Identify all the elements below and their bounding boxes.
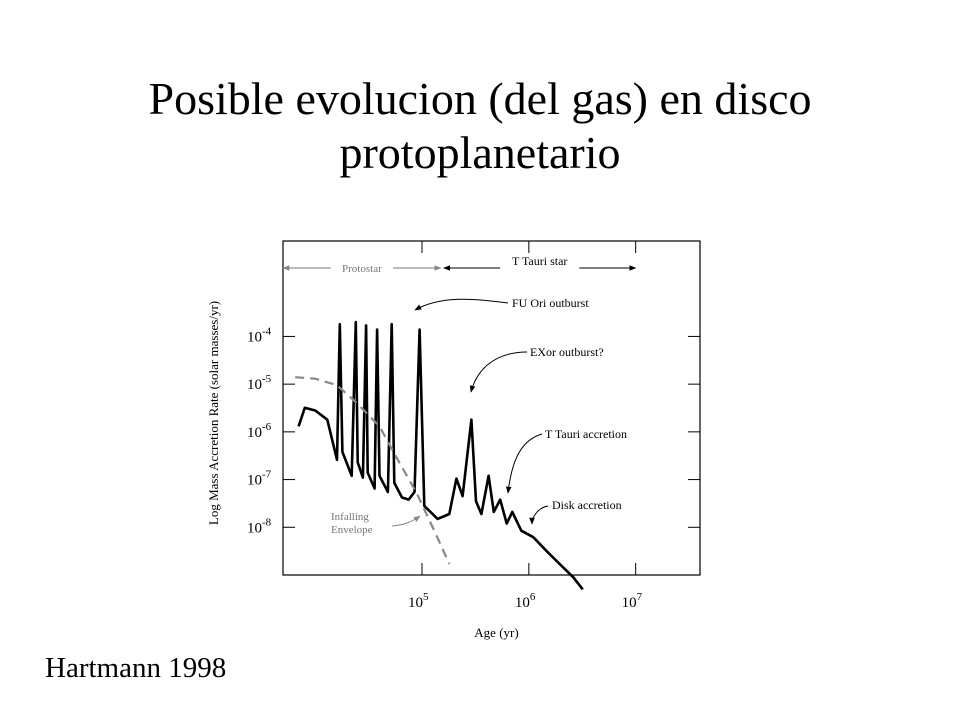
slide-title-line2: protoplanetario: [339, 127, 621, 178]
y-tick-label-2: 10-6: [247, 421, 272, 441]
citation-caption: Hartmann 1998: [45, 652, 227, 684]
accretion-rate-line: [297, 320, 584, 591]
annotation-4-line-0: Infalling: [331, 511, 369, 523]
x-tick-label-0: 105: [408, 591, 429, 611]
annotation-3: Disk accretion: [552, 498, 622, 512]
phase-label-0: Protostar: [342, 263, 382, 275]
slide-title: Posible evolucion (del gas) en disco pro…: [0, 72, 960, 180]
y-tick-label-4: 10-8: [247, 516, 272, 536]
y-tick-label-3: 10-7: [247, 469, 272, 489]
x-tick-label-2: 107: [622, 591, 643, 611]
infalling-envelope-line: [295, 376, 451, 565]
annotation-arrow-0: [414, 298, 509, 311]
x-axis-label: Age (yr): [474, 625, 518, 640]
y-axis-label: Log Mass Accretion Rate (solar masses/yr…: [206, 301, 221, 525]
annotation-arrow-4: [391, 515, 421, 527]
annotation-arrow-2: [505, 433, 543, 494]
annotation-arrow-3: [529, 505, 549, 525]
slide-title-line1: Posible evolucion (del gas) en disco: [148, 73, 812, 124]
annotation-2: T Tauri accretion: [545, 427, 627, 441]
annotation-arrow-1: [469, 351, 528, 393]
y-tick-label-0: 10-4: [247, 325, 272, 345]
phase-label-1: T Tauri star: [512, 254, 567, 268]
annotation-4-line-1: Envelope: [331, 524, 373, 536]
annotation-0: FU Ori outburst: [512, 296, 589, 310]
annotation-1: EXor outburst?: [530, 345, 604, 359]
x-tick-label-1: 106: [515, 591, 536, 611]
plot-frame: [282, 240, 701, 576]
y-tick-label-1: 10-5: [247, 373, 272, 393]
